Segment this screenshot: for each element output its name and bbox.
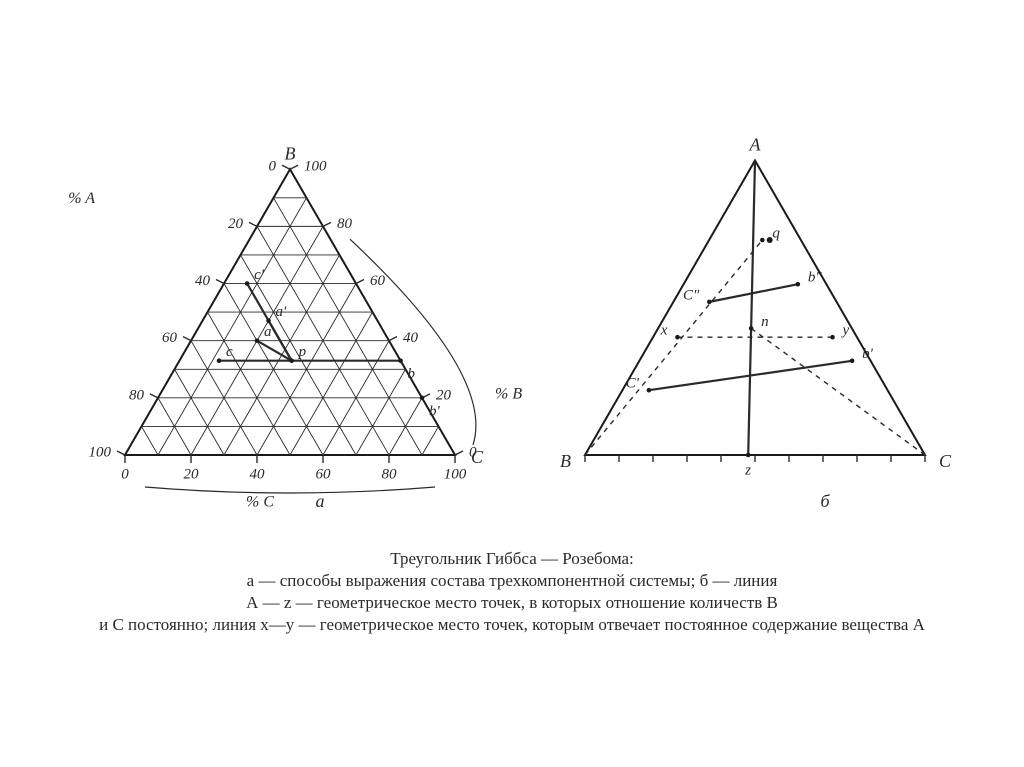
svg-text:a: a — [264, 324, 272, 340]
svg-text:% C: % C — [246, 494, 274, 511]
svg-text:B: B — [560, 451, 571, 471]
svg-text:100: 100 — [444, 466, 467, 482]
svg-text:40: 40 — [250, 466, 266, 482]
svg-text:40: 40 — [195, 273, 211, 289]
svg-text:y: y — [841, 323, 850, 339]
left-ternary-diagram: 020406080100100806040200020406080100% A%… — [68, 143, 522, 511]
svg-text:40: 40 — [403, 330, 419, 346]
svg-text:% A: % A — [68, 190, 95, 207]
svg-text:C": C" — [683, 287, 700, 303]
svg-text:c': c' — [254, 267, 265, 283]
svg-text:80: 80 — [337, 216, 353, 232]
svg-text:100: 100 — [304, 159, 327, 175]
svg-text:c: c — [226, 344, 233, 360]
svg-text:n: n — [761, 314, 769, 330]
svg-text:C: C — [939, 451, 952, 471]
svg-text:80: 80 — [129, 387, 145, 403]
svg-text:x: x — [660, 323, 668, 339]
svg-text:а: а — [316, 491, 325, 511]
svg-text:60: 60 — [370, 273, 386, 289]
svg-text:20: 20 — [184, 466, 200, 482]
svg-text:b": b" — [808, 270, 823, 286]
svg-text:20: 20 — [436, 387, 452, 403]
svg-text:p: p — [298, 344, 307, 360]
svg-text:100: 100 — [89, 444, 112, 460]
svg-text:60: 60 — [316, 466, 332, 482]
svg-text:b': b' — [862, 346, 874, 362]
svg-text:А — z — геометрическое место т: А — z — геометрическое место точек, в ко… — [246, 593, 778, 612]
svg-text:A: A — [749, 135, 762, 155]
svg-text:0: 0 — [269, 159, 277, 175]
svg-text:а — способы выражения состава: а — способы выражения состава трехкомпон… — [247, 571, 778, 590]
svg-text:b: b — [408, 366, 416, 382]
svg-text:60: 60 — [162, 330, 178, 346]
svg-text:z: z — [744, 462, 751, 478]
svg-text:C': C' — [626, 376, 640, 392]
caption: Треугольник Гиббса — Розебома: а — способ… — [99, 549, 926, 634]
svg-text:C: C — [471, 447, 484, 467]
svg-text:и C постоянно; линия x—y — ге: и C постоянно; линия x—y — геометрическо… — [99, 615, 926, 634]
svg-text:0: 0 — [121, 466, 129, 482]
right-triangle-diagram: A B Cn q x y C" b" C' b' z б — [560, 135, 952, 511]
svg-text:% B: % B — [495, 386, 522, 403]
svg-text:20: 20 — [228, 216, 244, 232]
svg-text:a': a' — [276, 304, 288, 320]
svg-text:Треугольник Гиббса — Розебома:: Треугольник Гиббса — Розебома: — [390, 549, 634, 568]
svg-text:b': b' — [429, 403, 441, 419]
svg-text:б: б — [820, 491, 830, 511]
svg-text:q: q — [772, 225, 780, 241]
svg-text:B: B — [285, 143, 296, 163]
svg-text:80: 80 — [382, 466, 398, 482]
